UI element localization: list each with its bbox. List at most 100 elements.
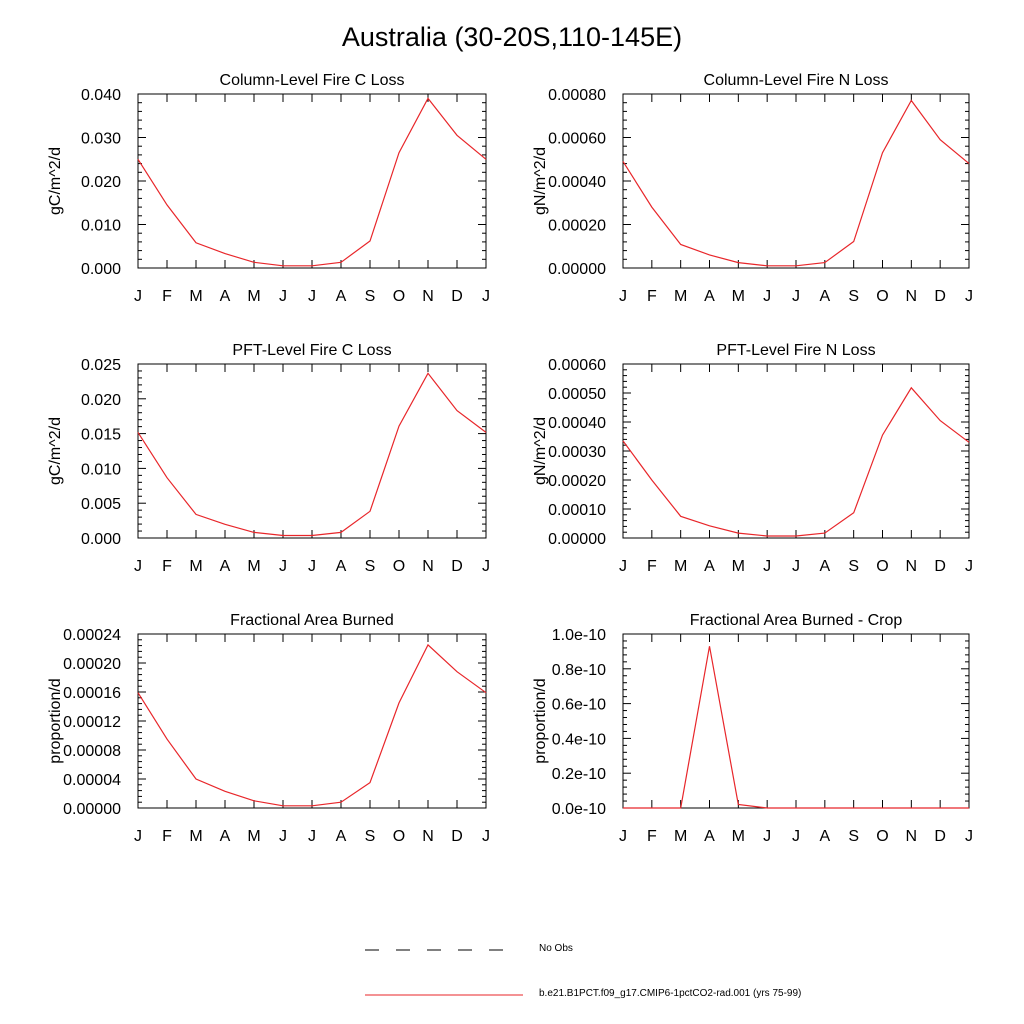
x-tick-label: F — [162, 288, 172, 305]
y-tick-label: 0.00000 — [63, 801, 121, 818]
plot-frame — [137, 363, 487, 539]
plot-frame — [137, 633, 487, 809]
plot-frame — [137, 93, 487, 269]
y-tick-label: 0.00016 — [63, 685, 121, 702]
x-tick-label: A — [819, 288, 830, 305]
panel-title: Fractional Area Burned — [230, 612, 394, 629]
x-tick-label: N — [422, 828, 434, 845]
x-tick-label: O — [876, 558, 888, 575]
x-tick-label: N — [906, 828, 918, 845]
x-tick-label: A — [336, 558, 347, 575]
legend-label-no-obs: No Obs — [539, 943, 573, 954]
y-tick-label: 0.000 — [81, 531, 121, 548]
x-tick-label: A — [220, 558, 231, 575]
x-tick-label: J — [965, 288, 973, 305]
x-tick-label: N — [906, 558, 918, 575]
panel-title: PFT-Level Fire C Loss — [232, 342, 391, 359]
x-tick-label: J — [763, 288, 771, 305]
y-tick-label: 0.020 — [81, 174, 121, 191]
y-tick-label: 0.010 — [81, 461, 121, 478]
x-tick-label: D — [934, 288, 946, 305]
x-tick-label: S — [365, 828, 376, 845]
x-tick-label: O — [876, 828, 888, 845]
y-tick-label: 0.00024 — [63, 627, 121, 644]
x-tick-label: M — [674, 288, 687, 305]
panel-title: PFT-Level Fire N Loss — [716, 342, 875, 359]
figure-title: Australia (30-20S,110-145E) — [341, 22, 683, 52]
series-line — [137, 97, 487, 267]
y-axis-label: gN/m^2/d — [532, 417, 549, 485]
series-line — [622, 99, 970, 267]
panel-title: Column-Level Fire C Loss — [220, 72, 405, 89]
x-tick-label: J — [619, 828, 627, 845]
y-tick-label: 0.005 — [81, 496, 121, 513]
x-tick-label: M — [189, 828, 202, 845]
panel-title: Column-Level Fire N Loss — [704, 72, 889, 89]
y-tick-label: 0.00004 — [63, 772, 121, 789]
x-tick-label: J — [134, 828, 142, 845]
x-tick-label: S — [848, 828, 859, 845]
x-tick-label: M — [247, 558, 260, 575]
x-tick-label: D — [451, 558, 463, 575]
x-tick-label: J — [482, 288, 490, 305]
x-tick-label: M — [189, 558, 202, 575]
y-tick-label: 0.6e-10 — [552, 697, 606, 714]
x-tick-label: A — [704, 558, 715, 575]
y-tick-label: 0.020 — [81, 392, 121, 409]
y-tick-label: 0.00008 — [63, 743, 121, 760]
x-tick-label: D — [451, 828, 463, 845]
plot-frame — [622, 93, 970, 269]
x-tick-label: D — [934, 558, 946, 575]
plot-frame — [622, 633, 970, 809]
x-tick-label: J — [134, 288, 142, 305]
x-tick-label: N — [422, 288, 434, 305]
x-tick-label: J — [792, 828, 800, 845]
y-axis-label: proportion/d — [532, 678, 549, 763]
x-tick-label: O — [876, 288, 888, 305]
legend-swatch-dashed — [365, 949, 518, 951]
x-tick-label: J — [619, 558, 627, 575]
x-tick-label: J — [308, 288, 316, 305]
series-line — [137, 643, 487, 807]
y-tick-label: 0.00010 — [548, 502, 606, 519]
y-tick-label: 0.8e-10 — [552, 662, 606, 679]
x-tick-label: M — [732, 558, 745, 575]
x-tick-label: J — [763, 828, 771, 845]
x-tick-label: S — [365, 558, 376, 575]
x-tick-label: N — [422, 558, 434, 575]
x-tick-label: M — [732, 828, 745, 845]
x-tick-label: F — [162, 828, 172, 845]
legend-item-model-run: b.e21.B1PCT.f09_g17.CMIP6-1pctCO2-rad.00… — [363, 987, 883, 1003]
x-tick-label: J — [308, 558, 316, 575]
y-tick-label: 0.00040 — [548, 174, 606, 191]
y-tick-label: 0.00012 — [63, 714, 121, 731]
x-tick-label: S — [848, 558, 859, 575]
x-tick-label: S — [365, 288, 376, 305]
x-tick-label: J — [482, 828, 490, 845]
legend-label-model-run: b.e21.B1PCT.f09_g17.CMIP6-1pctCO2-rad.00… — [539, 988, 802, 999]
x-tick-label: A — [819, 558, 830, 575]
x-tick-label: S — [848, 288, 859, 305]
y-axis-label: gC/m^2/d — [47, 417, 64, 485]
panel-title: Fractional Area Burned - Crop — [690, 612, 903, 629]
legend-item-no-obs: No Obs — [363, 942, 843, 958]
y-tick-label: 0.0e-10 — [552, 801, 606, 818]
x-tick-label: J — [134, 558, 142, 575]
y-tick-label: 0.00050 — [548, 386, 606, 403]
y-tick-label: 0.00060 — [548, 131, 606, 148]
x-tick-label: A — [220, 828, 231, 845]
x-tick-label: M — [189, 288, 202, 305]
y-axis-label: gC/m^2/d — [47, 147, 64, 215]
series-line — [622, 386, 970, 537]
y-tick-label: 0.00030 — [548, 444, 606, 461]
plot-frame — [622, 363, 970, 539]
y-tick-label: 0.015 — [81, 427, 121, 444]
x-tick-label: A — [220, 288, 231, 305]
y-tick-label: 0.00000 — [548, 531, 606, 548]
x-tick-label: A — [704, 288, 715, 305]
